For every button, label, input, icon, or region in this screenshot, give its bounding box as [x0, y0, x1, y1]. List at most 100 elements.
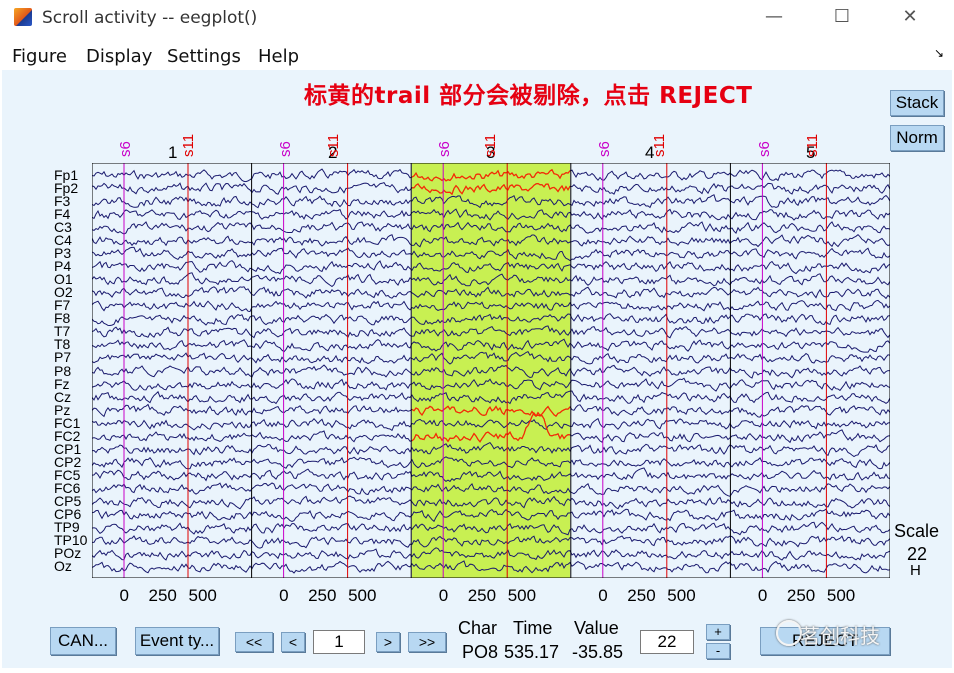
next-button[interactable]: >: [376, 632, 400, 652]
channel-trace-CP5: [92, 495, 890, 510]
channel-label: FC2: [54, 427, 81, 444]
channel-trace-C4: [92, 234, 890, 248]
channel-trace-P3: [92, 246, 890, 262]
channel-trace-Cz: [92, 390, 890, 405]
scale-minus-button[interactable]: -: [706, 643, 730, 659]
maximize-button[interactable]: ☐: [833, 6, 851, 27]
channel-label: P8: [54, 362, 72, 379]
channel-label: FC6: [54, 480, 81, 497]
watermark-text: 茗创科技: [800, 624, 880, 648]
time-tick-label: 500: [826, 586, 856, 605]
time-tick-label: 0: [438, 586, 449, 605]
channel-label: P7: [54, 349, 72, 366]
event-label-s6: s6: [277, 141, 294, 157]
epoch-number: 4: [645, 143, 655, 162]
event-label-s11: s11: [804, 133, 821, 157]
time-tick-label: 500: [348, 586, 377, 605]
channel-label: P4: [54, 257, 72, 274]
matlab-icon: [14, 8, 32, 26]
eeg-plot[interactable]: [92, 163, 890, 578]
channel-label: Fp2: [54, 179, 79, 196]
channel-label: CP1: [54, 440, 82, 457]
menu-help[interactable]: Help: [258, 46, 300, 67]
time-tick-label: 250: [627, 586, 656, 605]
epoch-number: 5: [806, 143, 816, 162]
prev-page-button[interactable]: <<: [235, 632, 273, 652]
event-markers: [123, 163, 827, 578]
scale-bar-icon: H: [910, 562, 921, 579]
scale-plus-button[interactable]: +: [706, 624, 730, 640]
channel-label: P3: [54, 244, 72, 261]
time-tick-label: 500: [667, 586, 696, 605]
close-button[interactable]: ✕: [902, 6, 918, 27]
time-tick-label: 0: [757, 586, 768, 605]
channel-label: CP5: [54, 493, 82, 510]
channel-trace-P8: [92, 364, 890, 379]
channel-label: O1: [54, 271, 73, 288]
channel-label: T7: [54, 323, 71, 340]
channel-label: TP9: [54, 519, 80, 536]
annotation-text: 标黄的trail 部分会被剔除，点击 REJECT: [304, 83, 753, 109]
norm-button[interactable]: Norm: [890, 125, 944, 151]
time-tick-label: 250: [786, 586, 816, 605]
cancel-button[interactable]: CAN...: [50, 627, 116, 655]
channel-trace-F7: [92, 299, 890, 313]
time-value: 535.17: [504, 642, 560, 662]
prev-button[interactable]: <: [281, 632, 305, 652]
channel-trace-C3: [92, 221, 890, 235]
next-page-button[interactable]: >>: [408, 632, 446, 652]
scale-input[interactable]: 22: [640, 630, 694, 654]
menu-settings[interactable]: Settings: [167, 46, 241, 67]
event-label-s6: s6: [596, 141, 613, 157]
value-value: -35.85: [572, 642, 624, 662]
channel-trace-TP10: [92, 535, 890, 549]
char-value: PO8: [462, 642, 499, 662]
channel-trace-TP9: [92, 521, 890, 536]
stack-button[interactable]: Stack: [890, 90, 944, 116]
event-type-button[interactable]: Event ty...: [135, 627, 219, 655]
channel-label: POz: [54, 545, 82, 562]
channel-label: Pz: [54, 401, 71, 418]
channel-label: F3: [54, 192, 71, 209]
time-header: Time: [513, 618, 553, 638]
menu-display[interactable]: Display: [86, 46, 153, 67]
value-header: Value: [574, 618, 619, 638]
epoch-number: 1: [168, 143, 178, 162]
scale-label: Scale: [894, 521, 940, 541]
dock-arrow-icon[interactable]: ↘: [933, 46, 944, 60]
channel-label: Fz: [54, 375, 70, 392]
minimize-button[interactable]: —: [765, 6, 783, 27]
event-label-s11: s11: [482, 133, 499, 157]
time-tick-label: 0: [119, 586, 129, 605]
channel-label: Fp1: [54, 166, 79, 183]
rejected-trace-Fp1: [411, 168, 571, 182]
menu-figure[interactable]: Figure: [12, 46, 67, 67]
channel-trace-CP1: [92, 441, 890, 458]
time-tick-label: 500: [188, 586, 217, 605]
channel-label: Oz: [54, 558, 72, 575]
menu-bar: Figure Display Settings Help: [0, 40, 954, 70]
channel-trace-FC1: [92, 417, 890, 432]
time-tick-label: 250: [148, 586, 177, 605]
channel-trace-F4: [92, 208, 890, 221]
event-label-s11: s11: [180, 133, 197, 157]
channel-label: T8: [54, 336, 71, 353]
channel-label: FC5: [54, 467, 81, 484]
rejected-trace-FC2: [411, 412, 571, 443]
scale-value: 22: [907, 544, 928, 564]
channel-trace-T7: [92, 325, 890, 339]
event-label-s11: s11: [651, 133, 668, 157]
event-label-s6: s6: [756, 141, 773, 157]
rejected-trace-Fp2: [411, 182, 571, 196]
epoch-number: 3: [486, 143, 496, 162]
wechat-icon: [776, 620, 802, 646]
epoch-input[interactable]: 1: [313, 630, 365, 654]
channel-label: CP2: [54, 453, 82, 470]
time-tick-label: 0: [279, 586, 289, 605]
eeg-traces: [92, 168, 890, 574]
channel-label: FC1: [54, 414, 81, 431]
channel-trace-FC5: [92, 467, 890, 483]
time-tick-label: 0: [598, 586, 608, 605]
channel-trace-FC6: [92, 482, 890, 497]
channel-trace-Fz: [92, 377, 890, 392]
